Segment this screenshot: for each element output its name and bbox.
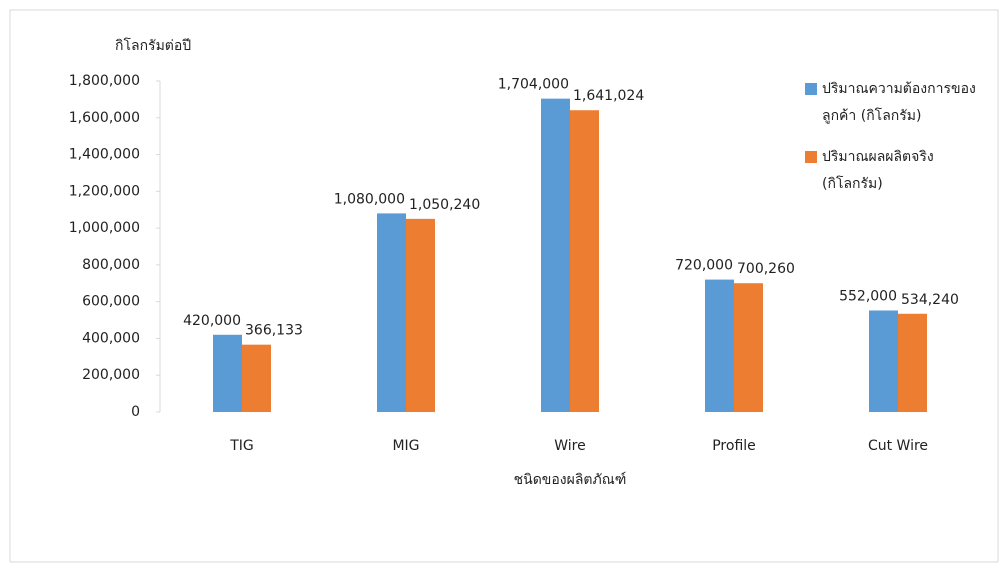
legend-item: ปริมาณความต้องการของลูกค้า (กิโลกรัม) [805, 76, 995, 130]
x-tick-label: Wire [554, 438, 586, 454]
bar [242, 344, 271, 412]
value-label: 1,704,000 [498, 77, 569, 93]
value-label: 1,080,000 [334, 191, 405, 207]
bar [541, 98, 570, 413]
chart-frame [9, 9, 999, 563]
x-tick-label: TIG [229, 438, 254, 454]
legend-label: ปริมาณผลผลิตจริง (กิโลกรัม) [822, 149, 934, 192]
bar [898, 313, 927, 412]
bar [705, 279, 734, 412]
y-tick-label: 0 [131, 404, 140, 420]
bar [377, 213, 406, 412]
bar [406, 218, 435, 412]
y-tick-label: 1,600,000 [69, 110, 140, 126]
x-tick-label: Profile [712, 438, 756, 454]
x-tick-label: Cut Wire [868, 438, 928, 454]
x-tick-label: MIG [392, 438, 419, 454]
y-axis-label: กิโลกรัมต่อปี [115, 37, 191, 54]
value-label: 1,641,024 [573, 88, 644, 104]
bar [734, 283, 763, 412]
legend-item: ปริมาณผลผลิตจริง (กิโลกรัม) [805, 144, 995, 198]
bar [869, 310, 898, 412]
legend-swatch [805, 151, 817, 163]
y-tick-label: 200,000 [82, 367, 140, 383]
bar [570, 110, 599, 412]
y-tick-label: 400,000 [82, 330, 140, 346]
legend: ปริมาณความต้องการของลูกค้า (กิโลกรัม) ปริ… [805, 76, 995, 212]
y-tick-label: 800,000 [82, 257, 140, 273]
legend-label: ปริมาณความต้องการของลูกค้า (กิโลกรัม) [822, 81, 976, 124]
legend-swatch [805, 83, 817, 95]
y-tick-label: 1,200,000 [69, 183, 140, 199]
x-axis-label: ชนิดของผลิตภัณฑ์ [514, 471, 627, 488]
y-tick-label: 1,400,000 [69, 147, 140, 163]
y-tick-label: 1,000,000 [69, 220, 140, 236]
value-label: 534,240 [901, 292, 959, 308]
value-label: 720,000 [675, 258, 733, 274]
bar [213, 334, 242, 412]
value-label: 700,260 [737, 261, 795, 277]
value-label: 420,000 [183, 313, 241, 329]
value-label: 552,000 [839, 288, 897, 304]
value-label: 366,133 [245, 323, 303, 339]
y-tick-label: 1,800,000 [69, 73, 140, 89]
value-label: 1,050,240 [409, 197, 480, 213]
y-tick-label: 600,000 [82, 294, 140, 310]
